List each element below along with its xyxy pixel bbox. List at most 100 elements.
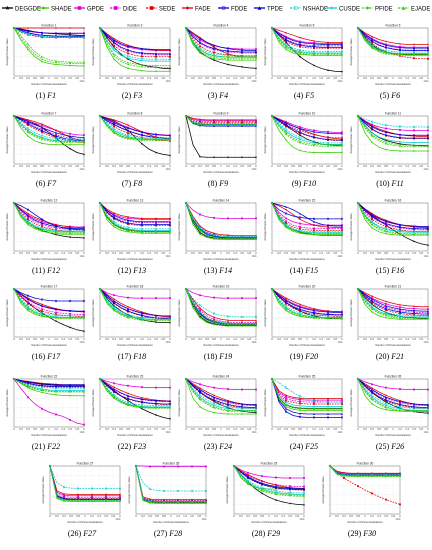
data-point	[141, 312, 143, 314]
x-tick-label: 0.2	[55, 514, 59, 518]
data-point	[340, 46, 344, 49]
x-tick-label: 1.6	[154, 337, 158, 341]
convergence-plot-panel: Function 25 0 0.2 0.4 0.6 0.8 1 1.2 1.4 1.6 1.8 2 ×1…	[262, 373, 346, 453]
data-point	[185, 378, 187, 380]
data-point	[299, 126, 301, 128]
data-point	[126, 55, 130, 58]
data-point	[341, 42, 343, 45]
data-point	[241, 319, 243, 322]
series-line	[271, 378, 342, 401]
data-point	[427, 316, 429, 319]
y-axis-label: Averaged Fitness Value	[263, 126, 267, 154]
x-exponent-label: ×10⁵	[424, 167, 429, 171]
y-axis-label: Averaged Fitness Value	[263, 389, 267, 417]
series-line	[99, 27, 170, 66]
series-line	[329, 465, 400, 475]
x-tick-label: 1.6	[326, 427, 330, 431]
data-point	[27, 309, 29, 312]
data-point	[399, 141, 401, 143]
convergence-plot-panel: Function 10 0 0.2 0.4 0.6 0.8 1 1.2 1.4 1.6 1.8 2 ×1…	[262, 110, 346, 190]
data-point	[27, 27, 29, 29]
data-point	[371, 398, 373, 401]
data-point	[413, 404, 415, 406]
data-point	[313, 129, 315, 132]
x-tick-label: 1	[134, 251, 136, 255]
data-point	[213, 321, 215, 324]
data-point	[341, 409, 343, 412]
data-point	[83, 394, 85, 397]
data-point	[155, 318, 157, 321]
data-point	[213, 118, 215, 121]
y-axis-label: Averaged Fitness Value	[177, 38, 181, 66]
caption-number: (2)	[121, 91, 134, 100]
data-point	[169, 406, 171, 409]
data-point	[399, 53, 401, 55]
data-point	[83, 233, 85, 236]
data-point	[213, 54, 215, 57]
data-point	[154, 413, 158, 416]
x-exponent-label: ×10⁵	[338, 254, 343, 258]
data-point	[213, 236, 215, 238]
caption-number: (6)	[35, 179, 48, 188]
series-line	[271, 378, 342, 400]
data-point	[275, 493, 277, 496]
y-axis-label: Averaged Fitness Value	[5, 389, 9, 417]
data-point	[155, 230, 157, 233]
data-point	[55, 140, 57, 142]
data-point	[227, 319, 229, 322]
caption-number: (15)	[375, 266, 392, 275]
data-point	[213, 396, 215, 399]
data-point	[285, 222, 287, 225]
data-point	[399, 46, 401, 49]
data-point	[69, 140, 71, 143]
data-point	[55, 385, 57, 388]
data-point	[298, 395, 302, 398]
panel-caption: (19) F20	[262, 352, 346, 361]
data-point	[399, 223, 401, 226]
x-tick-label: 1.8	[111, 514, 115, 518]
data-point	[55, 311, 57, 314]
data-point	[54, 386, 58, 390]
series-line	[13, 378, 84, 392]
data-point	[285, 399, 287, 402]
x-exponent-label: ×10⁵	[80, 79, 85, 83]
x-tick-label: 1	[392, 164, 394, 168]
data-point	[54, 299, 58, 303]
data-point	[199, 397, 201, 400]
data-point	[113, 302, 115, 305]
x-tick-label: 0.2	[105, 251, 109, 255]
data-point	[82, 299, 86, 303]
x-tick-label: 2	[255, 164, 257, 168]
data-point	[427, 308, 429, 311]
x-exponent-label: ×10⁵	[166, 430, 171, 434]
x-tick-label: 0.4	[370, 76, 374, 80]
caption-number: (3)	[207, 91, 220, 100]
data-point	[341, 225, 343, 227]
x-tick-label: 0.6	[205, 427, 209, 431]
x-tick-label: 1	[134, 164, 136, 168]
plot-title: Function 28	[163, 462, 180, 466]
series-line	[357, 288, 428, 319]
data-point	[413, 129, 415, 132]
data-point	[127, 228, 129, 231]
data-point	[298, 134, 302, 137]
data-point	[313, 220, 315, 223]
data-point	[213, 411, 215, 414]
legend-marker	[113, 6, 118, 10]
data-point	[155, 220, 157, 223]
data-point	[83, 138, 85, 141]
data-point	[169, 55, 171, 58]
data-point	[113, 300, 115, 302]
series-line	[99, 27, 170, 72]
series-line	[49, 465, 120, 500]
x-axis-label: Number of Fitness Evaluations	[289, 170, 325, 174]
data-point	[140, 134, 144, 137]
x-tick-label: 1	[392, 337, 394, 341]
data-point	[341, 229, 343, 232]
data-point	[241, 237, 243, 240]
x-tick-label: 1.4	[377, 514, 381, 518]
data-point	[199, 383, 201, 386]
y-axis-label: Averaged Fitness Value	[5, 213, 9, 241]
data-point	[105, 496, 107, 499]
data-point	[140, 223, 144, 226]
